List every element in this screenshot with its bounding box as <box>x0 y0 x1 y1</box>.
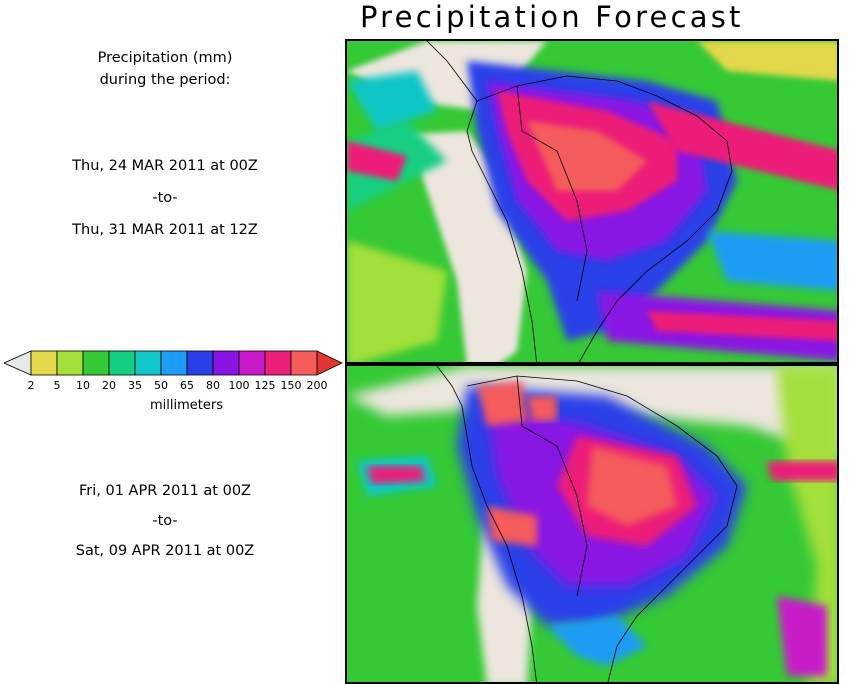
legend-swatch <box>264 350 292 376</box>
period-2-separator: -to- <box>152 513 178 529</box>
caption-line-1: Precipitation (mm) <box>97 50 233 66</box>
legend-tick-label: 20 <box>102 379 116 392</box>
coastline <box>426 41 733 362</box>
legend-swatch <box>238 350 266 376</box>
legend-caption: Precipitation (mm) during the period: <box>40 47 290 91</box>
legend-arrow-high <box>316 350 343 376</box>
forecast-map-period-1 <box>345 39 839 364</box>
precip-field <box>347 41 837 362</box>
legend-bar: 2 5 10 20 35 50 65 80 100 125 150 200 <box>4 350 343 392</box>
legend-swatch <box>186 350 214 376</box>
legend-swatch <box>160 350 188 376</box>
period-1-separator: -to- <box>152 190 178 206</box>
period-2-label: Fri, 01 APR 2011 at 00Z -to- Sat, 09 APR… <box>40 476 290 566</box>
color-legend: 2 5 10 20 35 50 65 80 100 125 150 200 <box>4 349 344 419</box>
forecast-map-period-2 <box>345 364 839 684</box>
legend-swatch <box>30 350 58 376</box>
legend-tick-label: 5 <box>54 379 61 392</box>
legend-swatch <box>56 350 84 376</box>
period-2-end: Sat, 09 APR 2011 at 00Z <box>75 543 255 559</box>
legend-tick-label: 150 <box>281 379 302 392</box>
legend-tick-label: 125 <box>255 379 276 392</box>
legend-tick-label: 80 <box>206 379 220 392</box>
precip-field <box>347 366 837 682</box>
period-1-label: Thu, 24 MAR 2011 at 00Z -to- Thu, 31 MAR… <box>40 150 290 246</box>
legend-tick-label: 65 <box>180 379 194 392</box>
legend-swatch <box>290 350 318 376</box>
period-1-start: Thu, 24 MAR 2011 at 00Z <box>72 158 258 174</box>
legend-swatch <box>82 350 110 376</box>
legend-tick-label: 100 <box>229 379 250 392</box>
period-1-end: Thu, 31 MAR 2011 at 12Z <box>72 222 258 238</box>
legend-tick-label: 2 <box>28 379 35 392</box>
legend-unit: millimeters <box>150 398 223 413</box>
legend-tick-label: 10 <box>76 379 90 392</box>
legend-swatch <box>108 350 136 376</box>
legend-arrow-low <box>4 350 32 376</box>
coastline <box>436 366 738 682</box>
legend-swatch <box>134 350 162 376</box>
period-2-start: Fri, 01 APR 2011 at 00Z <box>79 483 251 499</box>
page-title: Precipitation Forecast <box>360 0 744 34</box>
legend-tick-label: 200 <box>307 379 328 392</box>
caption-line-2: during the period: <box>99 72 231 88</box>
legend-tick-label: 35 <box>128 379 142 392</box>
legend-tick-label: 50 <box>154 379 168 392</box>
legend-swatch <box>212 350 240 376</box>
